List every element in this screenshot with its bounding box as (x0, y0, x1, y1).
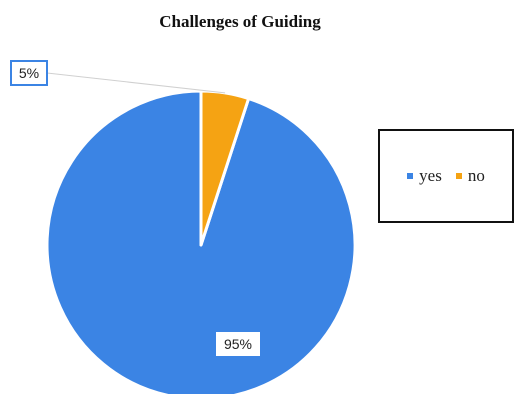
data-label-yes-box (216, 332, 260, 356)
legend-swatch-no (455, 173, 462, 179)
data-label-no-box (10, 60, 48, 86)
leader-line (46, 72, 226, 94)
chart-title: Challenges of Guiding (159, 12, 321, 31)
legend-label-no: no (467, 166, 485, 185)
legend-swatch-yes (407, 173, 414, 179)
legend-item-yes: yes (407, 166, 442, 186)
pie-slice-yes (45, 89, 357, 394)
legend: yes no (378, 129, 514, 223)
legend-label-yes: yes (419, 166, 442, 185)
data-label-no: 5% (19, 65, 39, 81)
data-label-yes: 95% (224, 336, 252, 352)
legend-item-no: no (455, 166, 485, 186)
